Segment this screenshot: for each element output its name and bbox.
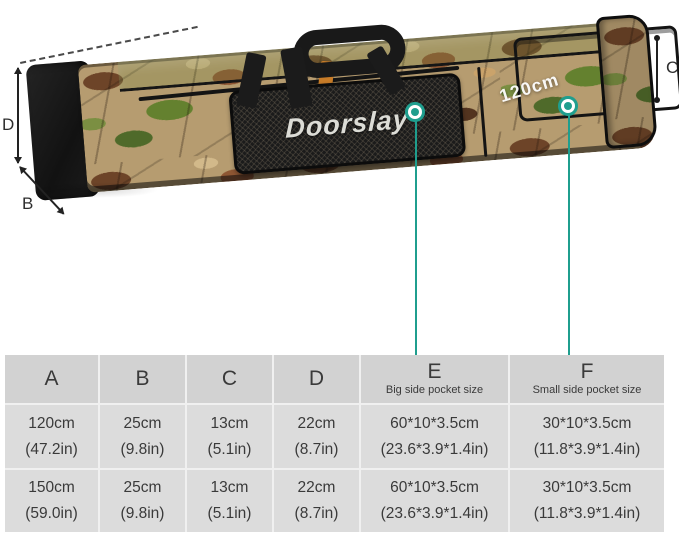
dimension-arrow-c <box>654 35 660 103</box>
big-side-pocket: Doorslay <box>228 72 467 175</box>
cell-cm: 30*10*3.5cm <box>542 414 632 432</box>
brand-logo: Doorslay <box>285 103 410 144</box>
table-cell: 150cm (59.0in) <box>5 470 98 532</box>
table-header-f: F Small side pocket size <box>510 355 664 403</box>
table-cell: 25cm (9.8in) <box>100 470 185 532</box>
table-cell: 13cm (5.1in) <box>187 405 272 468</box>
pocket-seam <box>477 66 488 157</box>
table-header-a: A <box>5 355 98 403</box>
header-caption: Small side pocket size <box>532 384 642 396</box>
bag-right-endcap <box>595 13 658 150</box>
table-cell: 22cm (8.7in) <box>274 405 359 468</box>
dimension-label-b: B <box>22 194 34 213</box>
callout-line-e <box>415 118 417 355</box>
table-header-d: D <box>274 355 359 403</box>
cell-cm: 13cm <box>210 479 249 496</box>
cell-cm: 22cm <box>297 414 336 432</box>
table-cell: 60*10*3.5cm (23.6*3.9*1.4in) <box>361 470 508 532</box>
size-table: A B C D E Big side pocket size F Small s… <box>5 355 664 532</box>
cell-cm: 30*10*3.5cm <box>542 479 632 496</box>
header-letter: E <box>427 360 442 383</box>
table-header-b: B <box>100 355 185 403</box>
dimension-label-c: C <box>666 58 679 77</box>
cell-cm: 13cm <box>210 414 249 432</box>
cell-in: (9.8in) <box>120 505 165 522</box>
table-header-e: E Big side pocket size <box>361 355 508 403</box>
cell-cm: 120cm <box>28 414 75 432</box>
header-letter: B <box>135 367 150 390</box>
dimension-arrow-d <box>14 67 22 164</box>
cell-cm: 60*10*3.5cm <box>390 479 479 496</box>
cell-cm: 25cm <box>123 479 162 496</box>
table-header-c: C <box>187 355 272 403</box>
table-cell: 30*10*3.5cm (11.8*3.9*1.4in) <box>510 405 664 468</box>
header-letter: F <box>580 360 594 383</box>
table-cell: 25cm (9.8in) <box>100 405 185 468</box>
cell-in: (11.8*3.9*1.4in) <box>533 440 641 458</box>
cell-in: (8.7in) <box>294 505 339 522</box>
cell-in: (11.8*3.9*1.4in) <box>533 505 641 522</box>
cell-cm: 22cm <box>297 479 336 496</box>
table-cell: 22cm (8.7in) <box>274 470 359 532</box>
dimension-label-d: D <box>2 115 15 134</box>
header-letter: C <box>221 367 238 390</box>
cell-in: (8.7in) <box>294 440 339 458</box>
cell-in: (59.0in) <box>25 505 78 522</box>
cell-in: (47.2in) <box>25 440 78 458</box>
pocket-marker-f <box>564 102 572 110</box>
cell-in: (5.1in) <box>207 440 252 458</box>
header-letter: A <box>44 367 59 390</box>
cell-cm: 60*10*3.5cm <box>390 414 479 432</box>
cell-in: (23.6*3.9*1.4in) <box>380 440 489 458</box>
cell-in: (23.6*3.9*1.4in) <box>380 505 489 522</box>
pocket-marker-e <box>411 108 419 116</box>
bag-shadow <box>28 182 158 198</box>
cell-cm: 25cm <box>123 414 162 432</box>
cell-in: (9.8in) <box>120 440 165 458</box>
table-cell: 30*10*3.5cm (11.8*3.9*1.4in) <box>510 470 664 532</box>
table-cell: 60*10*3.5cm (23.6*3.9*1.4in) <box>361 405 508 468</box>
header-caption: Big side pocket size <box>385 384 484 396</box>
table-cell: 120cm (47.2in) <box>5 405 98 468</box>
cell-cm: 150cm <box>28 479 75 496</box>
rod-bag-photo: Doorslay <box>25 13 679 201</box>
table-cell: 13cm (5.1in) <box>187 470 272 532</box>
header-letter: D <box>308 367 325 390</box>
cell-in: (5.1in) <box>207 505 252 522</box>
callout-line-f <box>568 112 570 355</box>
